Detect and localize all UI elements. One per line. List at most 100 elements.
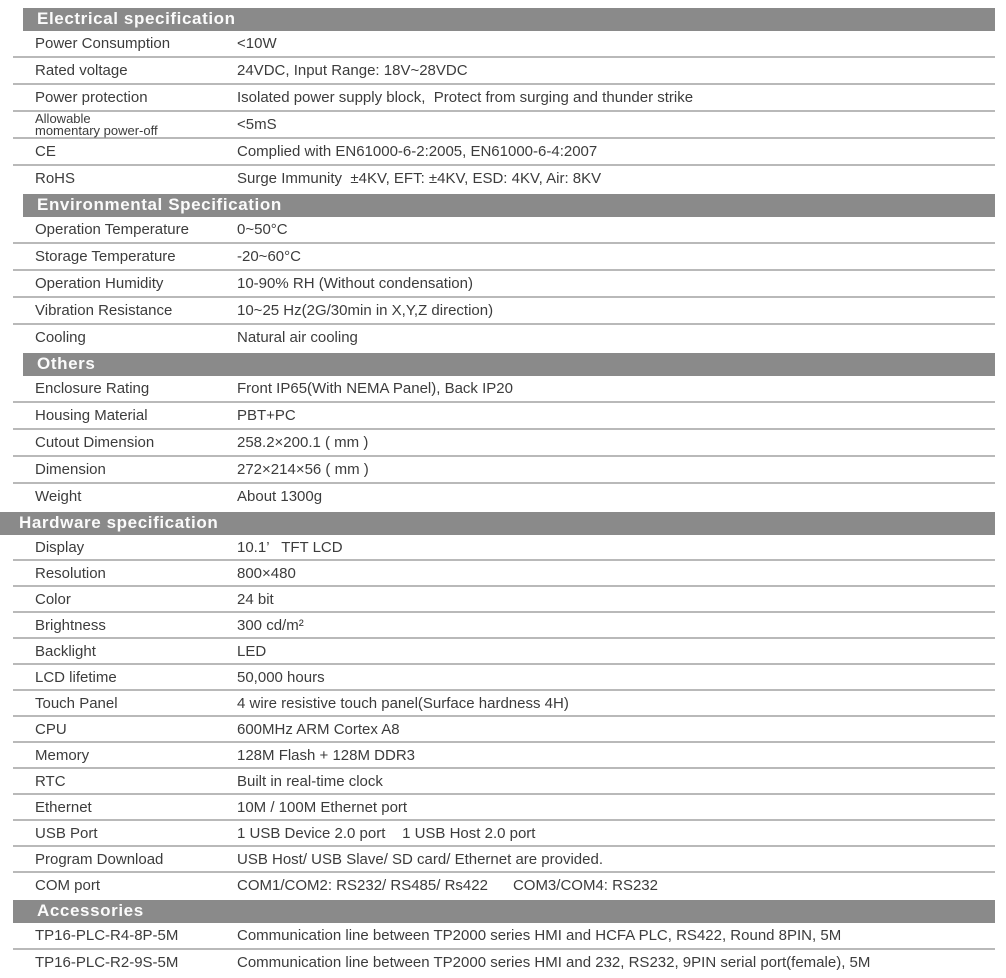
spec-row: Touch Panel 4 wire resistive touch panel… bbox=[13, 691, 995, 717]
row-label: Touch Panel bbox=[35, 694, 118, 712]
section-header-hardware: Hardware specification bbox=[0, 512, 995, 535]
row-label: CPU bbox=[35, 720, 67, 738]
spec-row: Program Download USB Host/ USB Slave/ SD… bbox=[13, 847, 995, 873]
row-value: 10~25 Hz(2G/30min in X,Y,Z direction) bbox=[237, 302, 494, 319]
row-value: Built in real-time clock bbox=[237, 772, 383, 790]
spec-row: LCD lifetime 50,000 hours bbox=[13, 665, 995, 691]
row-label: LCD lifetime bbox=[35, 668, 117, 686]
row-value: 10.1’ TFT LCD bbox=[237, 538, 343, 556]
spec-row: TP16-PLC-R2-9S-5M Communication line bet… bbox=[13, 950, 995, 975]
row-value: USB Host/ USB Slave/ SD card/ Ethernet a… bbox=[237, 850, 603, 868]
section-electrical: Electrical specification Power Consumpti… bbox=[0, 8, 1006, 191]
row-value: <5mS bbox=[237, 116, 277, 133]
spec-row: Memory 128M Flash + 128M DDR3 bbox=[13, 743, 995, 769]
row-value: -20~60°C bbox=[237, 248, 301, 265]
row-label: Ethernet bbox=[35, 798, 92, 816]
spec-row: RTC Built in real-time clock bbox=[13, 769, 995, 795]
row-label: Backlight bbox=[35, 642, 96, 660]
row-value: 1 USB Device 2.0 port 1 USB Host 2.0 por… bbox=[237, 824, 536, 842]
row-value: 800×480 bbox=[237, 564, 296, 582]
row-label: CE bbox=[35, 143, 56, 160]
row-value: Communication line between TP2000 series… bbox=[237, 927, 842, 944]
spec-row: Enclosure Rating Front IP65(With NEMA Pa… bbox=[13, 376, 995, 403]
spec-row: Cooling Natural air cooling bbox=[13, 325, 995, 350]
row-label: Dimension bbox=[35, 461, 106, 478]
row-value: 24VDC, Input Range: 18V~28VDC bbox=[237, 62, 468, 79]
spec-row: Operation Temperature 0~50°C bbox=[13, 217, 995, 244]
row-label: Resolution bbox=[35, 564, 106, 582]
section-environmental: Environmental Specification Operation Te… bbox=[0, 194, 1006, 350]
row-label: Program Download bbox=[35, 850, 164, 868]
spec-row: Operation Humidity 10-90% RH (Without co… bbox=[13, 271, 995, 298]
row-value: COM1/COM2: RS232/ RS485/ Rs422 COM3/COM4… bbox=[237, 876, 658, 894]
spec-row: Brightness 300 cd/m² bbox=[13, 613, 995, 639]
row-label: Allowable momentary power-off bbox=[35, 110, 158, 138]
row-value: Isolated power supply block, Protect fro… bbox=[237, 89, 694, 106]
row-label: Storage Temperature bbox=[35, 248, 176, 265]
spec-row: Dimension 272×214×56 ( mm ) bbox=[13, 457, 995, 484]
row-label: Brightness bbox=[35, 616, 106, 634]
row-label: Rated voltage bbox=[35, 62, 128, 79]
section-title: Accessories bbox=[37, 900, 144, 920]
section-rows: Operation Temperature 0~50°C Storage Tem… bbox=[13, 217, 995, 350]
spec-row: TP16-PLC-R4-8P-5M Communication line bet… bbox=[13, 923, 995, 950]
spec-row: Power protection Isolated power supply b… bbox=[13, 85, 995, 112]
row-value: 300 cd/m² bbox=[237, 616, 304, 634]
section-others: Others Enclosure Rating Front IP65(With … bbox=[0, 353, 1006, 509]
row-label: Weight bbox=[35, 488, 82, 505]
row-label: Cooling bbox=[35, 329, 86, 346]
spec-row: Backlight LED bbox=[13, 639, 995, 665]
row-label: Enclosure Rating bbox=[35, 380, 150, 397]
row-label: COM port bbox=[35, 876, 101, 894]
row-label: Vibration Resistance bbox=[35, 302, 173, 319]
spec-row: USB Port 1 USB Device 2.0 port 1 USB Hos… bbox=[13, 821, 995, 847]
section-title: Others bbox=[37, 353, 96, 373]
row-label: Memory bbox=[35, 746, 90, 764]
spec-row: Storage Temperature -20~60°C bbox=[13, 244, 995, 271]
spec-row: Color 24 bit bbox=[13, 587, 995, 613]
row-value: About 1300g bbox=[237, 488, 323, 505]
row-label: USB Port bbox=[35, 824, 98, 842]
section-hardware: Hardware specification Display 10.1’ TFT… bbox=[0, 512, 1006, 897]
spec-row: COM port COM1/COM2: RS232/ RS485/ Rs422 … bbox=[13, 873, 995, 897]
section-title: Hardware specification bbox=[19, 512, 219, 532]
section-title: Electrical specification bbox=[37, 8, 236, 28]
row-label: Operation Temperature bbox=[35, 221, 189, 238]
section-rows: Enclosure Rating Front IP65(With NEMA Pa… bbox=[13, 376, 995, 509]
row-value: LED bbox=[237, 642, 267, 660]
row-label: Power protection bbox=[35, 89, 148, 106]
spec-row: Cutout Dimension 258.2×200.1 ( mm ) bbox=[13, 430, 995, 457]
row-value: 10M / 100M Ethernet port bbox=[237, 798, 408, 816]
spec-row: Rated voltage 24VDC, Input Range: 18V~28… bbox=[13, 58, 995, 85]
row-label: Operation Humidity bbox=[35, 275, 164, 292]
row-value: 50,000 hours bbox=[237, 668, 325, 686]
row-value: Surge Immunity ±4KV, EFT: ±4KV, ESD: 4KV… bbox=[237, 170, 602, 187]
spec-row: Vibration Resistance 10~25 Hz(2G/30min i… bbox=[13, 298, 995, 325]
row-value: 24 bit bbox=[237, 590, 274, 608]
section-header-electrical: Electrical specification bbox=[23, 8, 995, 31]
section-header-accessories: Accessories bbox=[13, 900, 995, 923]
section-accessories: Accessories TP16-PLC-R4-8P-5M Communicat… bbox=[0, 900, 1006, 975]
row-value: 4 wire resistive touch panel(Surface har… bbox=[237, 694, 569, 712]
row-value: 272×214×56 ( mm ) bbox=[237, 461, 369, 478]
row-value: 10-90% RH (Without condensation) bbox=[237, 275, 473, 292]
spec-row: Allowable momentary power-off <5mS bbox=[13, 112, 995, 139]
spec-row: Power Consumption <10W bbox=[13, 31, 995, 58]
row-value: Communication line between TP2000 series… bbox=[237, 954, 871, 971]
row-label: Display bbox=[35, 538, 85, 556]
spec-row: Weight About 1300g bbox=[13, 484, 995, 509]
row-value: Front IP65(With NEMA Panel), Back IP20 bbox=[237, 380, 513, 397]
row-value: 0~50°C bbox=[237, 221, 288, 238]
row-value: Natural air cooling bbox=[237, 329, 358, 346]
row-value: 128M Flash + 128M DDR3 bbox=[237, 746, 415, 764]
row-value: <10W bbox=[237, 35, 277, 52]
row-value: Complied with EN61000-6-2:2005, EN61000-… bbox=[237, 143, 598, 160]
row-label: TP16-PLC-R4-8P-5M bbox=[35, 927, 179, 944]
row-label: RTC bbox=[35, 772, 66, 790]
row-value: PBT+PC bbox=[237, 407, 296, 424]
section-header-others: Others bbox=[23, 353, 995, 376]
row-value: 258.2×200.1 ( mm ) bbox=[237, 434, 369, 451]
section-rows: Display 10.1’ TFT LCD Resolution 800×480… bbox=[13, 535, 995, 897]
row-label: Power Consumption bbox=[35, 35, 171, 52]
